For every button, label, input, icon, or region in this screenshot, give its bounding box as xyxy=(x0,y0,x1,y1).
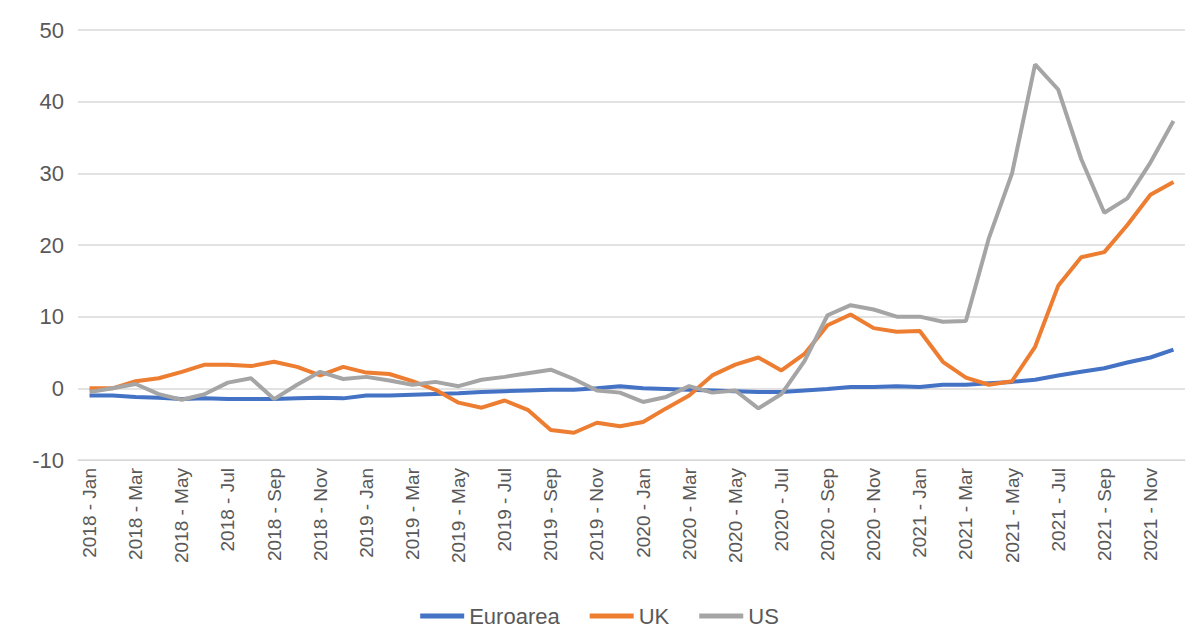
svg-text:2018 - Jul: 2018 - Jul xyxy=(217,468,238,551)
svg-text:10: 10 xyxy=(40,304,64,329)
svg-text:50: 50 xyxy=(40,18,64,43)
svg-text:20: 20 xyxy=(40,233,64,258)
svg-text:2021 - Nov: 2021 - Nov xyxy=(1140,468,1161,561)
svg-text:2018 - Jan: 2018 - Jan xyxy=(79,468,100,558)
svg-text:Euroarea: Euroarea xyxy=(469,604,560,629)
svg-text:2019 - Mar: 2019 - Mar xyxy=(402,467,423,560)
svg-text:-10: -10 xyxy=(32,448,64,473)
svg-text:2020 - May: 2020 - May xyxy=(725,468,746,564)
svg-text:40: 40 xyxy=(40,89,64,114)
svg-text:2020 - Nov: 2020 - Nov xyxy=(863,468,884,561)
svg-text:2019 - Jul: 2019 - Jul xyxy=(494,468,515,551)
svg-text:2018 - Mar: 2018 - Mar xyxy=(125,467,146,560)
svg-text:2019 - Jan: 2019 - Jan xyxy=(356,468,377,558)
svg-text:2020 - Mar: 2020 - Mar xyxy=(679,467,700,560)
svg-text:2020 - Jul: 2020 - Jul xyxy=(771,468,792,551)
svg-text:2018 - May: 2018 - May xyxy=(171,468,192,564)
svg-text:2018 - Sep: 2018 - Sep xyxy=(264,468,285,561)
svg-text:2021 - Jul: 2021 - Jul xyxy=(1048,468,1069,551)
svg-text:2019 - May: 2019 - May xyxy=(448,468,469,564)
svg-text:0: 0 xyxy=(52,376,64,401)
svg-text:2020 - Jan: 2020 - Jan xyxy=(633,468,654,558)
svg-text:2021 - Mar: 2021 - Mar xyxy=(955,467,976,560)
svg-text:2019 - Nov: 2019 - Nov xyxy=(586,468,607,561)
svg-text:UK: UK xyxy=(639,604,670,629)
svg-text:2021 - Sep: 2021 - Sep xyxy=(1094,468,1115,561)
svg-text:2021 - May: 2021 - May xyxy=(1002,468,1023,564)
svg-text:2021 - Jan: 2021 - Jan xyxy=(909,468,930,558)
svg-text:30: 30 xyxy=(40,161,64,186)
svg-text:2019 - Sep: 2019 - Sep xyxy=(540,468,561,561)
svg-text:US: US xyxy=(748,604,779,629)
svg-text:2020 - Sep: 2020 - Sep xyxy=(817,468,838,561)
svg-text:2018 - Nov: 2018 - Nov xyxy=(310,468,331,561)
